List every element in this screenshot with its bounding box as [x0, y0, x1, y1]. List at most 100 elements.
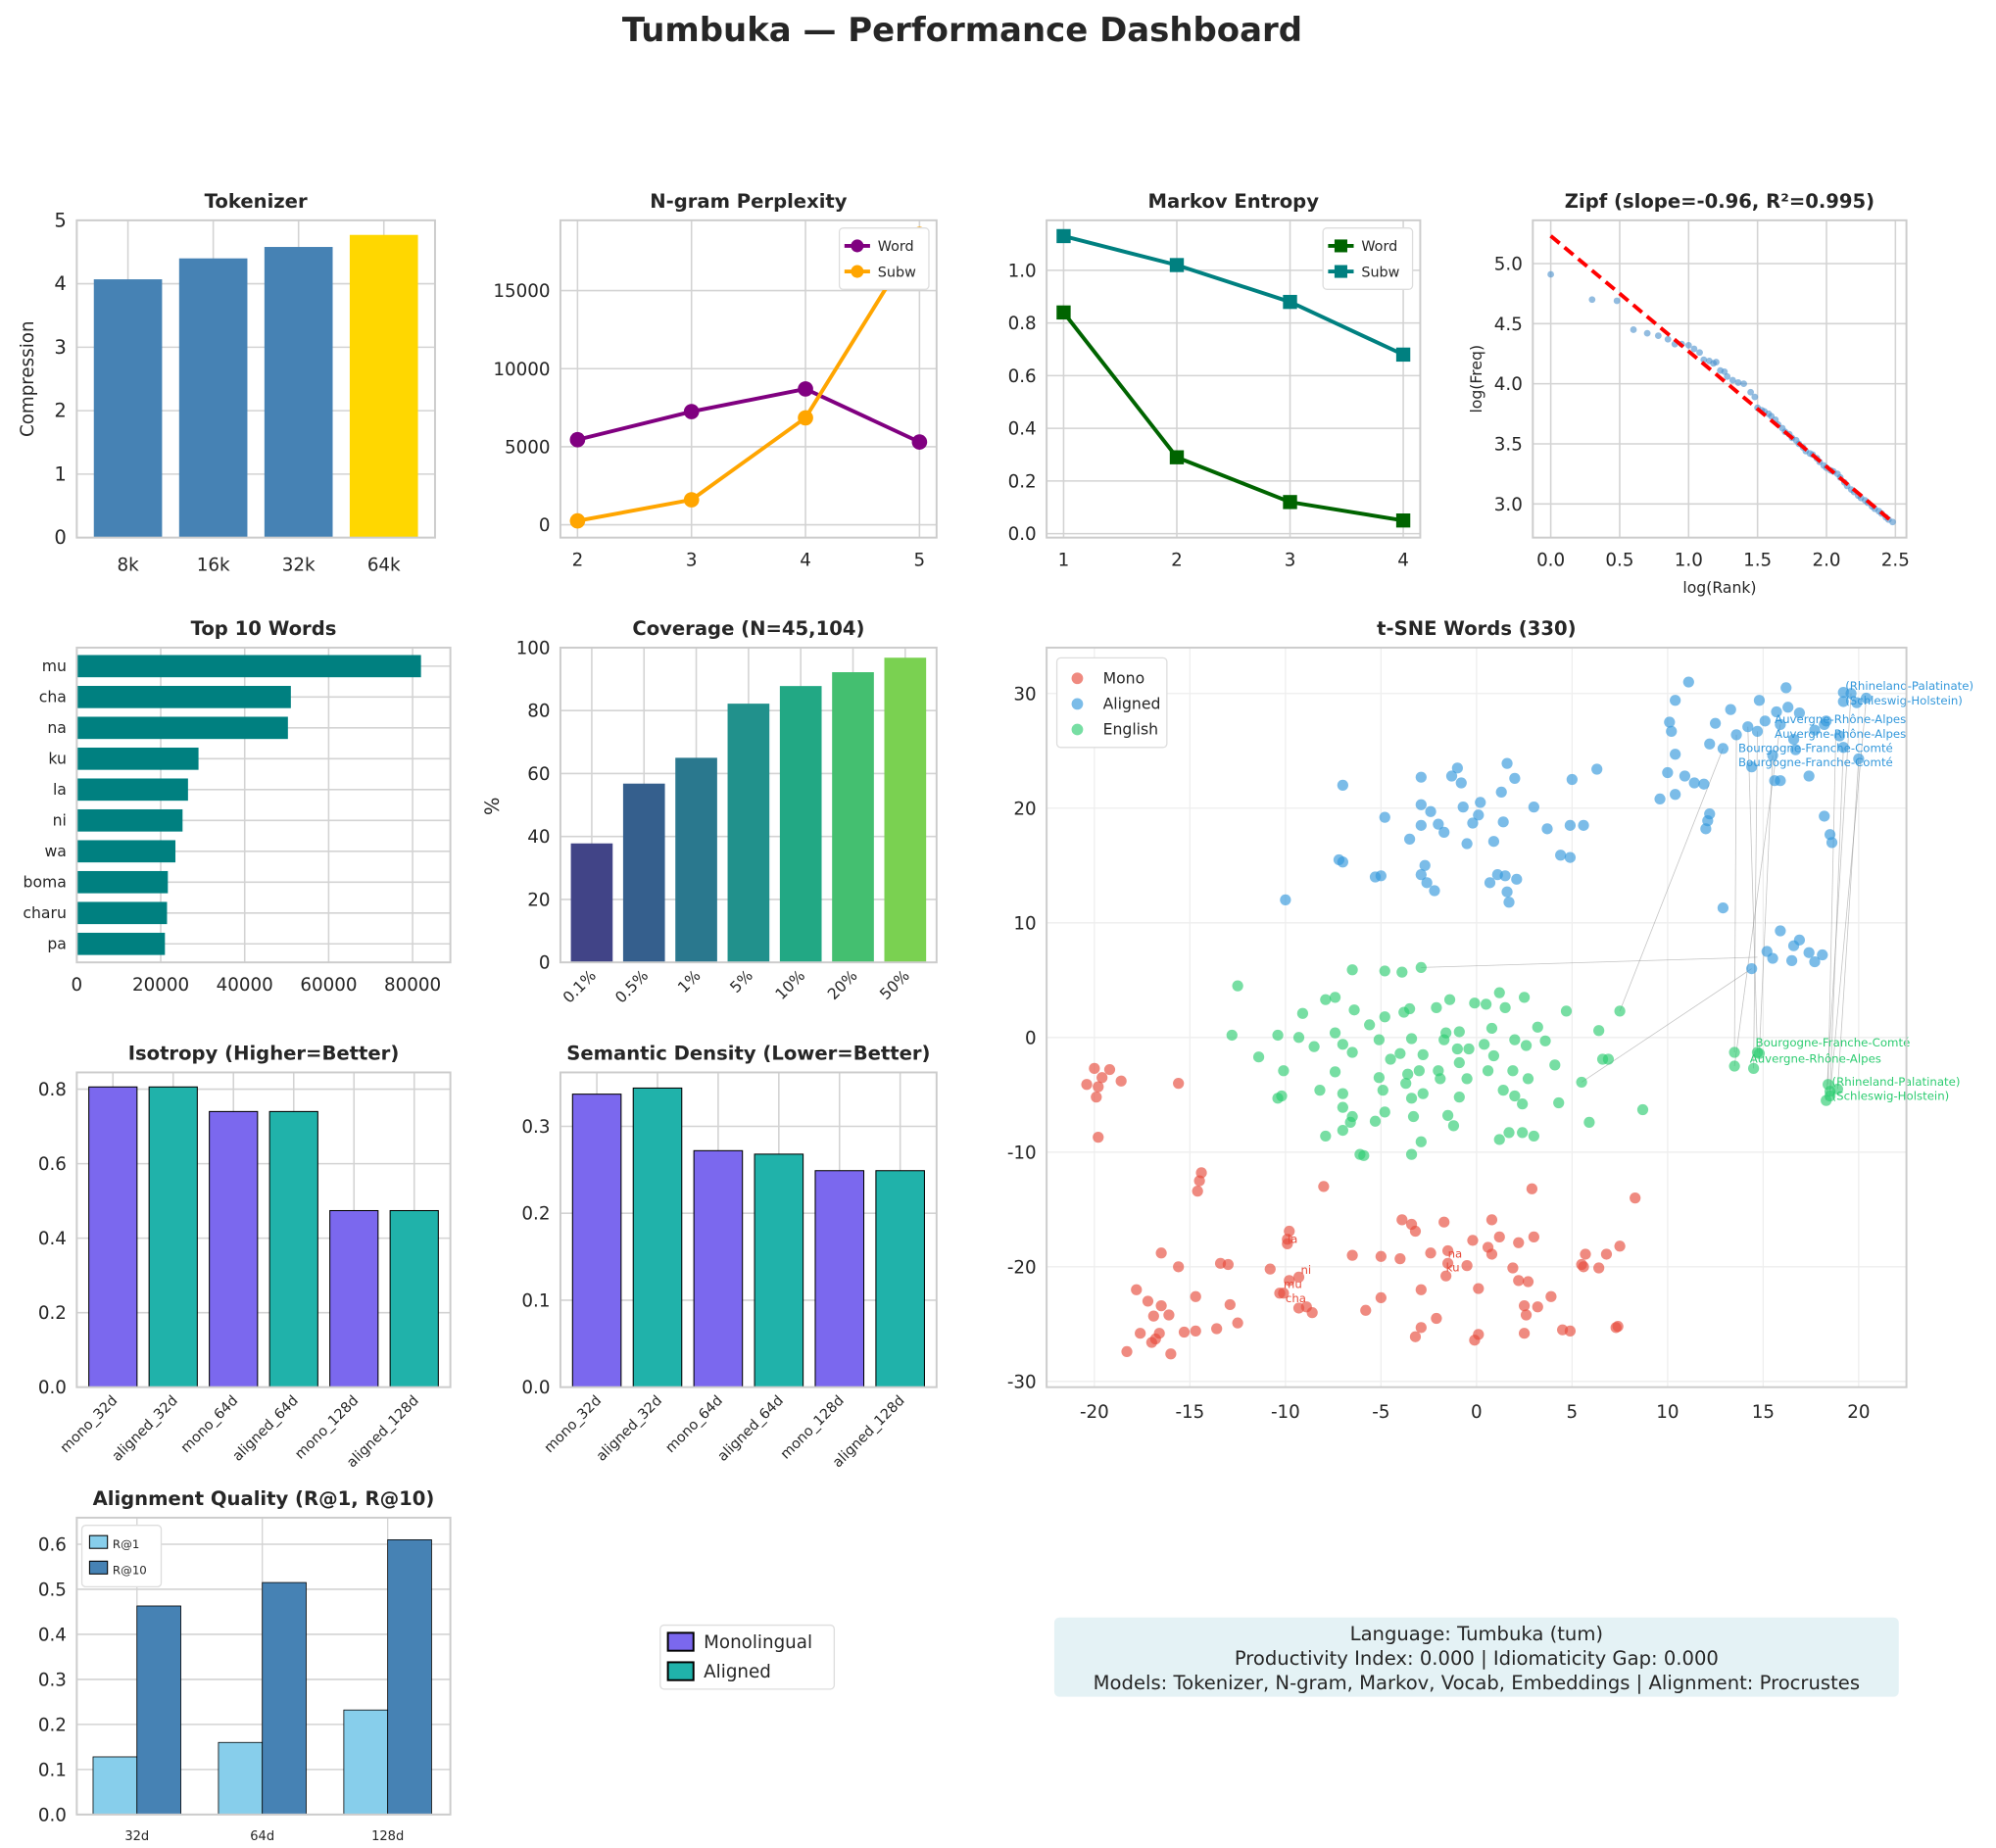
data-point	[1405, 1148, 1418, 1160]
data-point	[1308, 1041, 1320, 1052]
data-point	[1771, 705, 1782, 718]
legend-item: Subw	[1328, 265, 1400, 280]
data-point	[1385, 1053, 1396, 1065]
x-tick-label: mono_32d	[542, 1393, 606, 1457]
legend-label: Word	[878, 239, 914, 255]
data-point	[1753, 1047, 1766, 1059]
point-annotation: Auvergne-Rhône-Alpes	[1775, 712, 1906, 726]
data-point	[1096, 1072, 1108, 1084]
alignment-link	[1826, 693, 1852, 1101]
legend-label: Aligned	[704, 1662, 771, 1682]
legend: R@1 R@10	[80, 1525, 163, 1588]
y-tick-label: wa	[44, 842, 66, 860]
data-point	[1591, 763, 1603, 775]
data-point	[1375, 1250, 1387, 1262]
point-annotation: (Schleswig-Holstein)	[1845, 694, 1963, 707]
data-point	[1555, 850, 1567, 861]
point-annotation: (Rhineland-Palatinate)	[1845, 679, 1973, 693]
data-point	[1803, 770, 1815, 782]
point-annotation: Auvergne-Rhône-Alpes	[1750, 1052, 1881, 1066]
y-tick-label: 0.2	[521, 1204, 550, 1225]
data-point	[1396, 966, 1408, 978]
data-point	[1480, 998, 1492, 1010]
data-point	[1314, 1085, 1326, 1096]
data-point	[1520, 1309, 1533, 1321]
x-tick-label: 10%	[771, 966, 808, 1003]
x-tick-label: 3	[686, 550, 698, 570]
data-point	[1081, 1079, 1093, 1091]
y-tick-label: 5.0	[1494, 255, 1523, 275]
info-box-background	[1053, 1617, 1899, 1697]
data-point	[1484, 877, 1496, 889]
data-point	[1588, 296, 1596, 304]
data-point	[798, 381, 813, 397]
y-tick-label: 4.0	[1494, 374, 1523, 395]
alignment-link	[1747, 726, 1758, 1053]
data-point	[1528, 801, 1539, 813]
bar-r@10	[387, 1539, 432, 1816]
data-point	[1751, 393, 1759, 401]
x-tick-label: 15	[1752, 1402, 1775, 1423]
data-point	[1670, 749, 1681, 760]
bar	[349, 234, 418, 538]
data-point	[1541, 823, 1553, 835]
y-tick-label: 0.8	[1008, 314, 1037, 334]
data-point	[1451, 762, 1463, 774]
data-point	[1713, 359, 1720, 365]
data-point	[1440, 1270, 1452, 1282]
data-point	[1413, 1065, 1425, 1077]
x-axis-label: log(Rank)	[1682, 578, 1756, 597]
x-tick-label: 0.0	[1536, 550, 1565, 570]
data-point	[1190, 1325, 1201, 1337]
data-point	[1405, 1033, 1418, 1045]
data-point	[1824, 1090, 1836, 1102]
data-point	[1545, 1290, 1557, 1302]
chart-title: Semantic Density (Lower=Better)	[566, 1042, 930, 1064]
series-line-word	[576, 386, 921, 444]
alignment-link	[1753, 731, 1758, 1069]
bar	[209, 1110, 259, 1388]
data-point	[1851, 697, 1863, 708]
data-point	[1375, 1291, 1387, 1304]
data-point	[1593, 1262, 1605, 1274]
data-point	[1775, 925, 1786, 937]
data-point	[1402, 1068, 1414, 1080]
data-point	[1700, 356, 1708, 364]
y-tick-label: 5	[54, 209, 66, 231]
point-annotation: la	[1288, 1232, 1297, 1245]
data-point	[683, 492, 700, 508]
data-point	[1845, 688, 1857, 700]
legend-item: R@1	[88, 1534, 139, 1551]
y-tick-label: 0.2	[1008, 471, 1037, 492]
data-point	[1593, 1025, 1605, 1037]
data-point	[1782, 702, 1794, 713]
x-tick-label: -5	[1372, 1402, 1389, 1423]
axes-frame	[559, 646, 938, 964]
y-tick-label: 10	[1013, 913, 1036, 934]
chart-title: Isotropy (Higher=Better)	[128, 1042, 400, 1064]
y-tick-label: 3	[54, 336, 66, 359]
data-point	[1463, 1043, 1475, 1055]
data-point	[1547, 270, 1554, 278]
bar	[76, 655, 421, 678]
x-tick-label: 5%	[726, 966, 756, 997]
data-point	[1753, 695, 1766, 706]
data-point	[1725, 704, 1736, 715]
data-point	[1473, 1283, 1485, 1294]
axes-frame	[559, 1071, 938, 1388]
data-point	[683, 404, 700, 419]
data-point	[1664, 716, 1676, 728]
data-point	[1415, 869, 1427, 881]
data-point	[1517, 1098, 1529, 1110]
data-point	[1461, 1073, 1473, 1085]
data-point	[1377, 1085, 1388, 1096]
y-tick-label: 0.1	[521, 1290, 550, 1311]
data-point	[1670, 695, 1681, 706]
legend-marker	[1071, 723, 1084, 736]
data-point	[1224, 1298, 1236, 1311]
data-point	[1121, 1345, 1133, 1358]
alignment-link	[1837, 758, 1860, 1090]
data-point	[1696, 349, 1703, 357]
data-point	[1730, 729, 1742, 741]
y-tick-label: 0.0	[38, 1378, 67, 1398]
